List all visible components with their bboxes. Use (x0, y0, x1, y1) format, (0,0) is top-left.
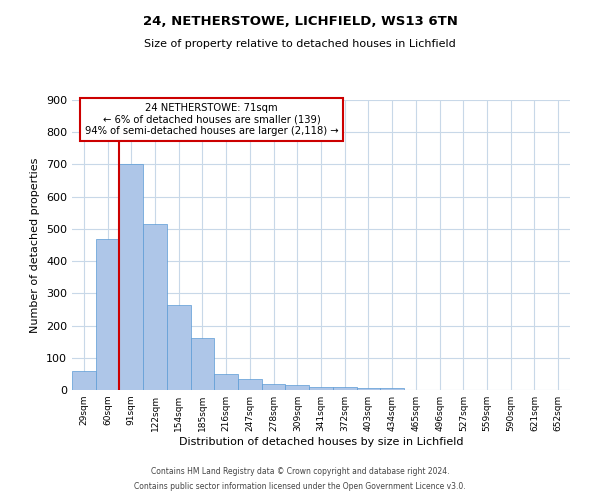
Bar (143, 224, 167, 390)
Bar (96, 238, 119, 390)
Text: Size of property relative to detached houses in Lichfield: Size of property relative to detached ho… (144, 39, 456, 49)
Text: 24, NETHERSTOWE, LICHFIELD, WS13 6TN: 24, NETHERSTOWE, LICHFIELD, WS13 6TN (143, 15, 457, 28)
X-axis label: Distribution of detached houses by size in Lichfield: Distribution of detached houses by size … (179, 437, 463, 447)
Bar (167, 304, 191, 390)
Text: Contains HM Land Registry data © Crown copyright and database right 2024.: Contains HM Land Registry data © Crown c… (151, 467, 449, 476)
Bar (380, 388, 404, 390)
Bar (286, 385, 309, 390)
Text: 24 NETHERSTOWE: 71sqm
← 6% of detached houses are smaller (139)
94% of semi-deta: 24 NETHERSTOWE: 71sqm ← 6% of detached h… (85, 103, 338, 136)
Bar (72, 370, 96, 390)
Bar (309, 387, 333, 390)
Y-axis label: Number of detached properties: Number of detached properties (31, 158, 40, 332)
Bar (214, 374, 238, 390)
Bar (356, 388, 380, 390)
Bar (191, 338, 214, 390)
Bar (262, 384, 286, 390)
Bar (333, 387, 356, 390)
Bar (119, 164, 143, 390)
Bar (238, 378, 262, 390)
Text: Contains public sector information licensed under the Open Government Licence v3: Contains public sector information licen… (134, 482, 466, 491)
